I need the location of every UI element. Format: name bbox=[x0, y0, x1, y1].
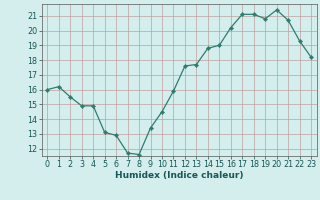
X-axis label: Humidex (Indice chaleur): Humidex (Indice chaleur) bbox=[115, 171, 244, 180]
